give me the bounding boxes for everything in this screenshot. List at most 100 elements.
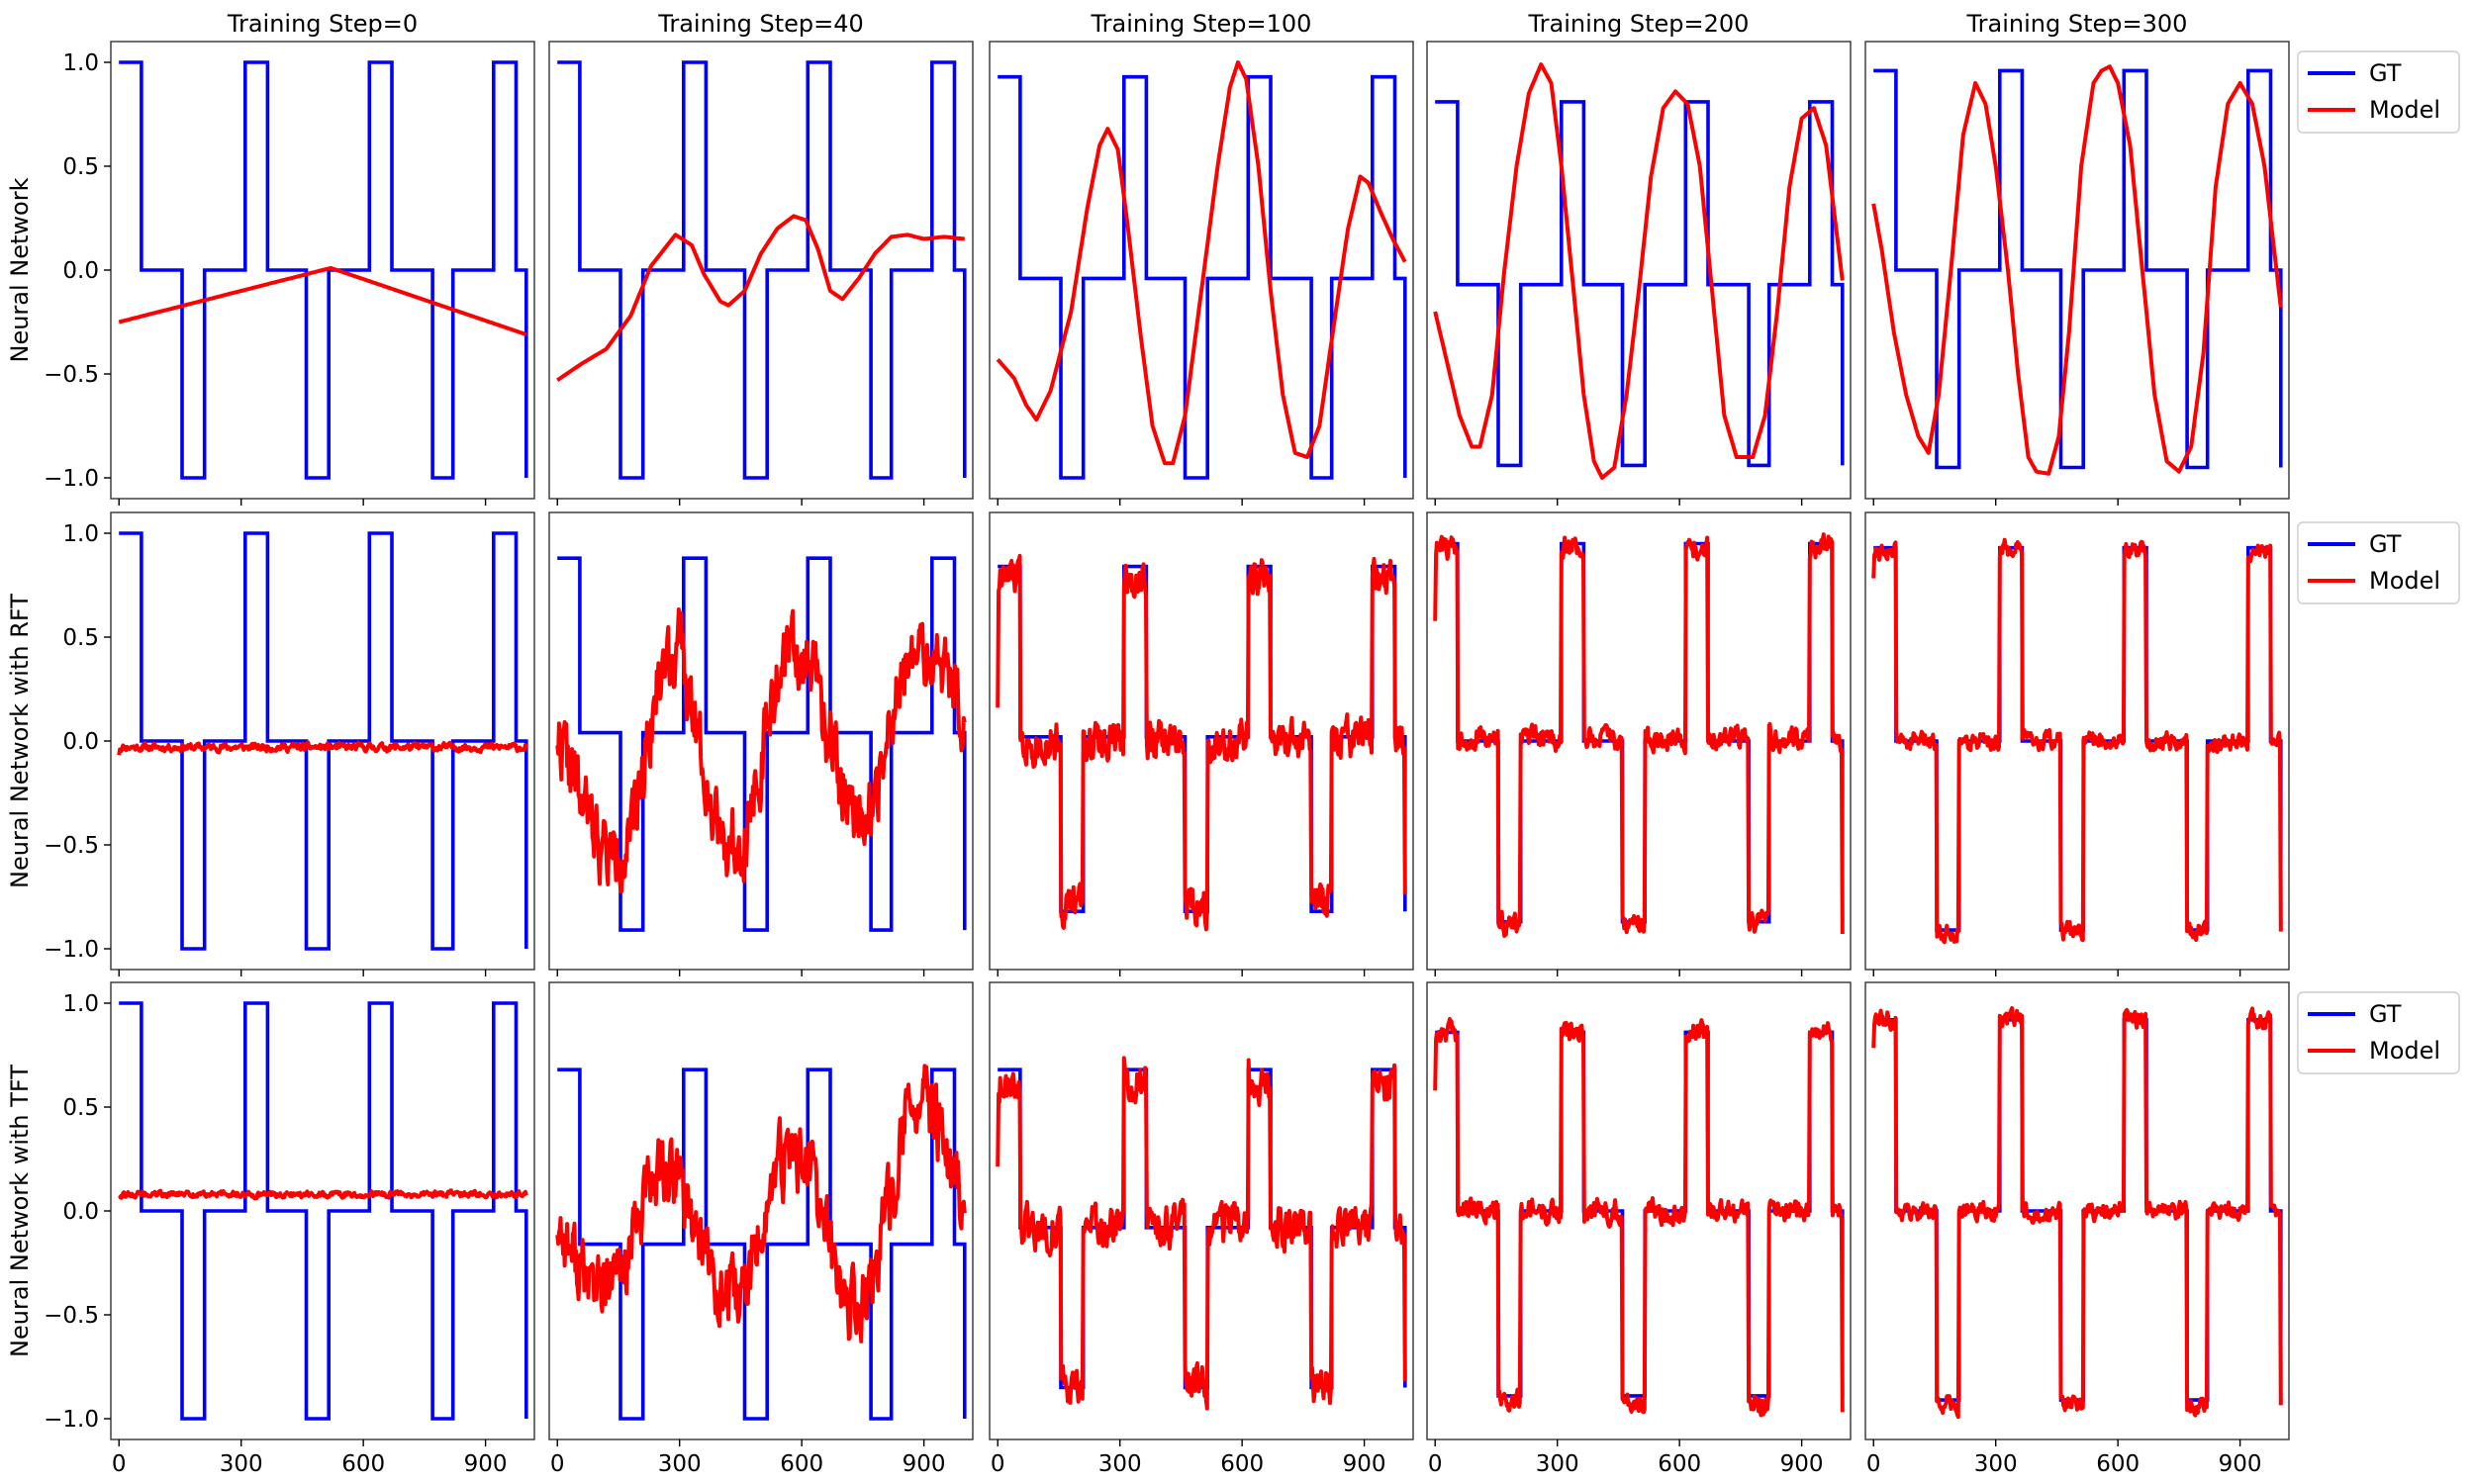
- y-tick-label: −1.0: [44, 466, 99, 492]
- model-line: [996, 60, 1407, 466]
- model-line: [555, 1064, 967, 1344]
- x-tick-label: 600: [1658, 1451, 1701, 1477]
- x-tick-label: 600: [780, 1451, 823, 1477]
- gt-line: [1873, 68, 2283, 470]
- gt-line: [1435, 100, 1845, 468]
- row-label: Neural Network with TFT: [6, 1065, 34, 1357]
- panel-r2-c2: 0 300 600 900: [989, 981, 1414, 1477]
- model-line: [118, 1188, 528, 1201]
- model-line: [1871, 64, 2283, 476]
- x-tick-label: 600: [1220, 1451, 1264, 1477]
- model-line: [1871, 537, 2283, 945]
- y-tick-label: 0.5: [62, 1095, 99, 1121]
- model-line: [1433, 532, 1845, 938]
- x-tick-label: 900: [1343, 1451, 1386, 1477]
- panel-frame: [548, 41, 974, 500]
- panel-r2-c3: 0 300 600 900: [1426, 981, 1852, 1477]
- gt-line: [557, 60, 967, 480]
- column-titles: Training Step=0 Training Step=40 Training …: [227, 10, 2188, 38]
- panel-frame: [548, 511, 974, 971]
- x-tick-label: 600: [2096, 1451, 2140, 1477]
- row-labels: Neural Network Neural Network with RFT Neu…: [6, 177, 34, 1357]
- x-tick-label: 300: [1098, 1451, 1142, 1477]
- y-tick-label: 0.0: [62, 258, 99, 284]
- legend: GT Model: [2297, 50, 2460, 134]
- legend: GT Model: [2297, 521, 2460, 604]
- panel-r0-c0: −1.0 −0.5 0.0 0.5 1.0: [44, 41, 535, 506]
- model-line: [555, 607, 967, 894]
- panel-r1-c1: [548, 511, 974, 976]
- panel-frame: [1426, 41, 1852, 500]
- y-tick-label: −0.5: [44, 362, 99, 388]
- legend-label: Model: [2369, 96, 2440, 124]
- model-line: [1433, 1017, 1845, 1418]
- panel-frame: [1426, 511, 1852, 971]
- panel-r1-c4: [1864, 511, 2290, 976]
- y-tick-label: 0.5: [62, 625, 99, 651]
- x-tick-label: 900: [464, 1451, 508, 1477]
- panel-r2-c1: 0 300 600 900: [548, 981, 974, 1477]
- model-line: [996, 1056, 1407, 1411]
- panel-frame: [1864, 511, 2290, 971]
- panel-r2-c0: −1.0 −0.5 0.0 0.5 1.0 0 300 600 900: [44, 981, 535, 1477]
- x-tick-label: 300: [1974, 1451, 2018, 1477]
- panel-r0-c4: [1864, 41, 2290, 506]
- x-tick-label: 300: [220, 1451, 263, 1477]
- model-line: [118, 265, 527, 336]
- panel-frame: [1864, 41, 2290, 500]
- column-title: Training Step=200: [1528, 10, 1750, 38]
- legend-label: GT: [2369, 1000, 2402, 1028]
- column-title: Training Step=300: [1966, 10, 2188, 38]
- legends: GT Model GT Model GT Model: [2297, 50, 2460, 1074]
- x-tick-label: 300: [658, 1451, 702, 1477]
- gt-line: [557, 1067, 967, 1421]
- panel-r1-c0: −1.0 −0.5 0.0 0.5 1.0: [44, 511, 535, 976]
- panel-r0-c3: [1426, 41, 1852, 506]
- panel-r2-c4: 0 300 600 900: [1864, 981, 2290, 1477]
- panel-r0-c2: [989, 41, 1414, 506]
- x-tick-label: 0: [991, 1451, 1005, 1477]
- y-tick-label: −1.0: [44, 937, 99, 963]
- x-tick-label: 600: [341, 1451, 385, 1477]
- model-line: [1871, 1006, 2283, 1420]
- y-tick-label: 0.5: [62, 154, 99, 180]
- gt-line: [119, 1001, 528, 1421]
- model-line: [117, 740, 528, 756]
- column-title: Training Step=0: [227, 10, 418, 38]
- column-title: Training Step=40: [657, 10, 864, 38]
- y-tick-label: −0.5: [44, 1303, 99, 1329]
- panel-frame: [989, 41, 1414, 500]
- gt-line: [998, 74, 1407, 480]
- panel-frame: [548, 981, 974, 1440]
- y-tick-label: 0.0: [62, 1199, 99, 1225]
- legend-label: Model: [2369, 1037, 2440, 1065]
- x-tick-label: 0: [112, 1451, 127, 1477]
- y-tick-label: −1.0: [44, 1407, 99, 1433]
- column-title: Training Step=100: [1091, 10, 1312, 38]
- panel-frame: [1864, 981, 2290, 1440]
- panel-r1-c3: [1426, 511, 1852, 976]
- y-tick-label: 0.0: [62, 729, 99, 755]
- panel-frame: [989, 511, 1414, 971]
- row-label: Neural Network with RFT: [6, 594, 34, 888]
- x-tick-label: 0: [1866, 1451, 1881, 1477]
- y-tick-label: 1.0: [62, 521, 99, 547]
- x-tick-label: 300: [1536, 1451, 1579, 1477]
- x-tick-label: 0: [1428, 1451, 1443, 1477]
- y-tick-label: 1.0: [62, 50, 99, 76]
- x-tick-label: 900: [2219, 1451, 2262, 1477]
- y-tick-label: 1.0: [62, 991, 99, 1017]
- legend: GT Model: [2297, 991, 2460, 1074]
- panel-r1-c2: [989, 511, 1414, 976]
- model-line: [556, 214, 965, 382]
- model-line: [996, 553, 1407, 932]
- x-tick-label: 900: [1780, 1451, 1824, 1477]
- x-tick-label: 0: [550, 1451, 565, 1477]
- y-tick-label: −0.5: [44, 833, 99, 859]
- panel-frame: [1426, 981, 1852, 1440]
- panels-grid: −1.0 −0.5 0.0 0.5 1.0 −1.0 −0.5 0.0 0.5 1.0 −1.0 −0…: [44, 41, 2290, 1477]
- panel-frame: [989, 981, 1414, 1440]
- panel-r0-c1: [548, 41, 974, 506]
- legend-label: GT: [2369, 59, 2402, 87]
